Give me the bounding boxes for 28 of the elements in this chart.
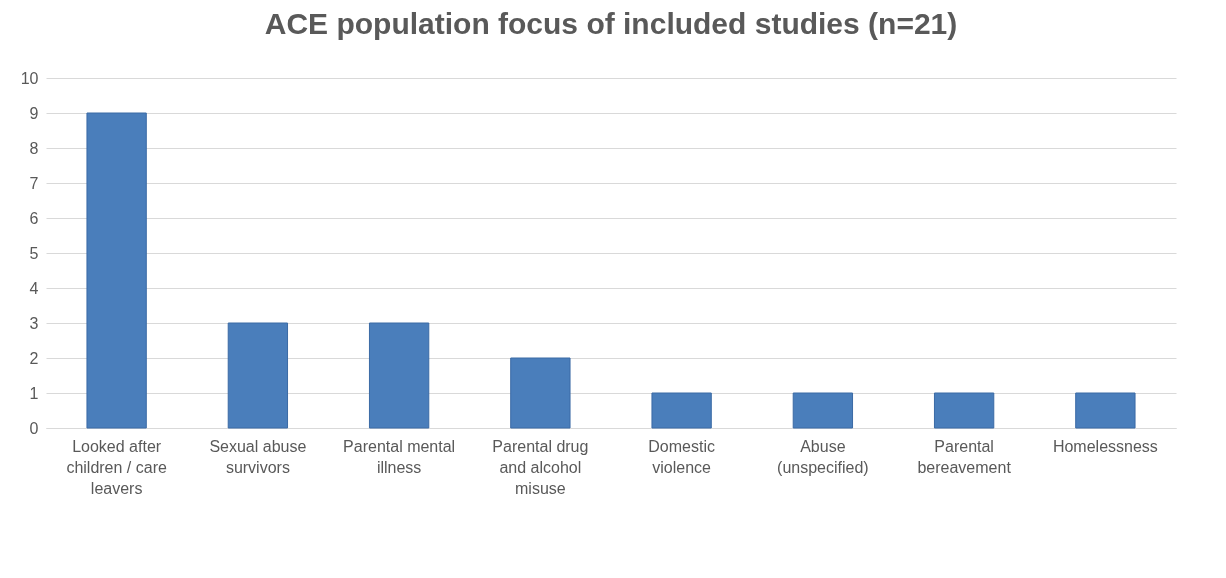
bar	[792, 392, 854, 429]
x-tick-label: Domestic violence	[648, 437, 715, 476]
chart-title: ACE population focus of included studies (n=21)	[264, 7, 958, 40]
bar	[1075, 392, 1136, 429]
x-tick-label: Parental mental illness	[343, 437, 456, 476]
y-tick-label: 9	[29, 104, 39, 122]
y-tick-label: 10	[20, 69, 39, 87]
y-tick-label: 3	[29, 314, 39, 332]
bar	[510, 357, 571, 429]
y-tick-label: 7	[29, 174, 39, 192]
bar	[227, 322, 289, 429]
x-tick-label: Sexual abuse survivors	[209, 437, 307, 476]
x-tick-label: Parental drug and alcohol misuse	[492, 437, 589, 497]
y-tick-label: 5	[29, 244, 39, 262]
y-tick-label: 4	[29, 279, 39, 297]
x-tick-label: Looked after children / care leavers	[66, 437, 167, 497]
bar	[86, 112, 147, 429]
y-tick-label: 8	[29, 139, 39, 157]
x-tick-label: Homelessness	[1052, 437, 1158, 455]
y-tick-label: 6	[29, 209, 39, 227]
bar	[933, 392, 995, 429]
bar	[368, 322, 430, 429]
y-tick-label: 2	[29, 349, 39, 367]
x-tick-label: Parental bereavement	[917, 437, 1012, 476]
bar	[651, 392, 712, 429]
x-tick-label: Abuse (unspecified)	[777, 437, 869, 476]
y-tick-label: 1	[29, 384, 39, 402]
y-tick-label: 0	[29, 419, 39, 437]
